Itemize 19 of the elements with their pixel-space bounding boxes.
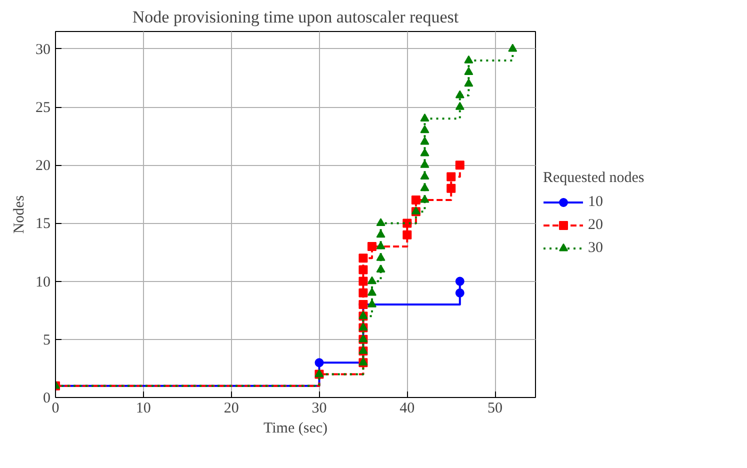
legend-label: 10 — [588, 194, 604, 210]
y-tick-label: 5 — [43, 332, 50, 348]
legend-title: Requested nodes — [543, 170, 644, 187]
legend-label: 20 — [588, 216, 604, 234]
x-tick-label: 30 — [312, 400, 327, 416]
x-tick-label: 40 — [400, 400, 415, 416]
legend-label: 30 — [588, 240, 604, 256]
x-tick-label: 10 — [136, 400, 151, 416]
y-tick-label: 10 — [36, 274, 50, 290]
x-tick-label: 50 — [488, 400, 503, 416]
chart-title: Node provisioning time upon autoscaler request — [132, 8, 459, 26]
x-axis-title: Time (sec) — [263, 420, 328, 436]
y-tick-label: 25 — [36, 100, 50, 116]
y-tick-label: 15 — [36, 216, 50, 232]
y-tick-label: 30 — [36, 42, 50, 58]
y-tick-label: 0 — [43, 390, 50, 406]
x-tick-label: 20 — [224, 400, 239, 416]
y-tick-label: 20 — [36, 158, 50, 174]
y-axis-title: Nodes — [12, 195, 28, 234]
